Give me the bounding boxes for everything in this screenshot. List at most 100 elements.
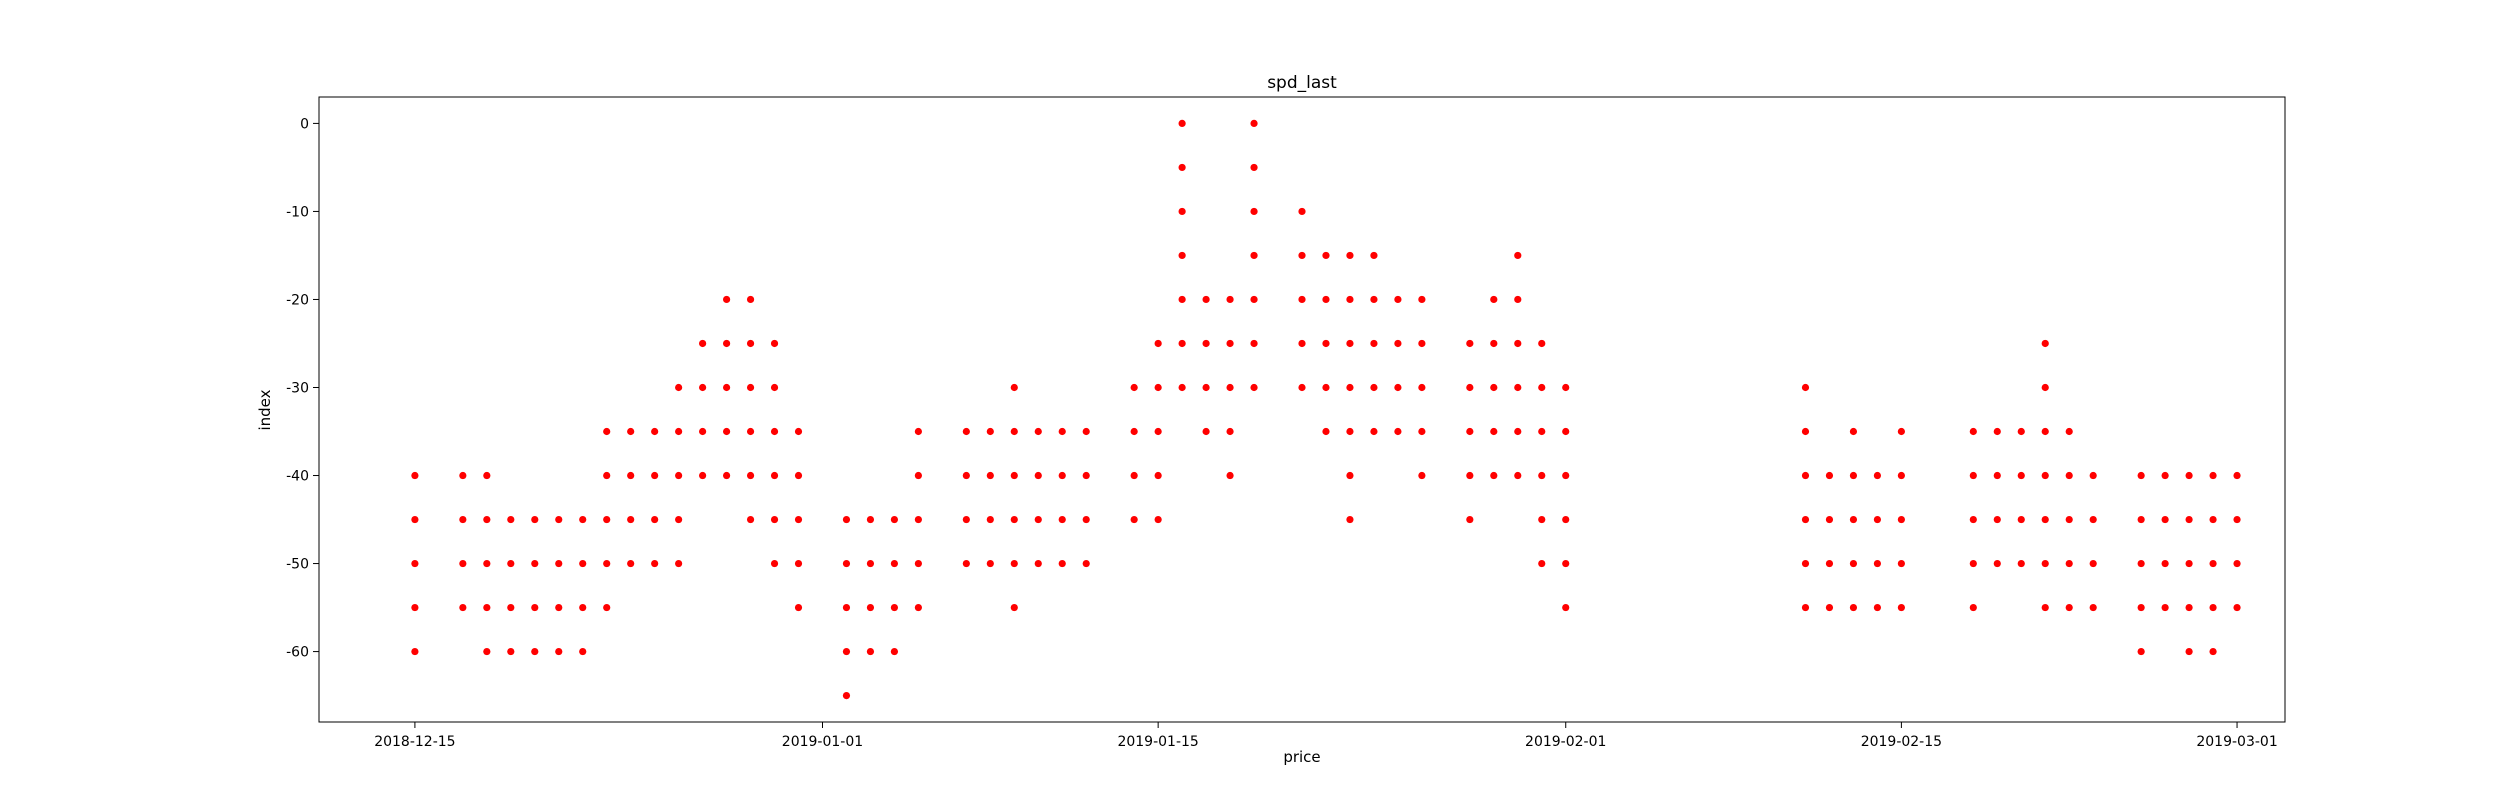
data-point bbox=[483, 559, 491, 568]
data-point bbox=[1178, 383, 1186, 392]
data-point bbox=[2185, 471, 2193, 480]
data-point bbox=[1849, 515, 1858, 524]
data-point bbox=[1969, 427, 1977, 436]
data-point bbox=[1490, 339, 1498, 348]
data-point bbox=[722, 295, 731, 304]
data-point bbox=[1250, 163, 1258, 172]
data-point bbox=[555, 515, 563, 524]
data-point bbox=[1250, 251, 1258, 260]
data-point bbox=[986, 559, 994, 568]
data-point bbox=[2137, 647, 2145, 656]
data-point bbox=[603, 559, 611, 568]
data-point bbox=[1514, 471, 1522, 480]
data-point bbox=[1849, 603, 1858, 612]
data-point bbox=[2089, 603, 2097, 612]
data-point bbox=[699, 427, 707, 436]
data-point bbox=[1466, 471, 1474, 480]
data-point bbox=[2209, 603, 2217, 612]
data-point bbox=[2065, 559, 2073, 568]
data-point bbox=[1178, 119, 1186, 128]
data-point bbox=[1562, 427, 1570, 436]
data-point bbox=[1538, 559, 1546, 568]
data-point bbox=[411, 559, 419, 568]
data-point bbox=[675, 515, 683, 524]
data-point bbox=[1202, 383, 1210, 392]
data-point bbox=[914, 515, 922, 524]
data-point bbox=[1178, 251, 1186, 260]
data-point bbox=[531, 559, 539, 568]
data-point bbox=[890, 559, 899, 568]
data-point bbox=[842, 515, 851, 524]
data-point bbox=[2017, 427, 2025, 436]
data-point bbox=[1993, 471, 2001, 480]
data-point bbox=[866, 603, 875, 612]
y-tick-label: -50 bbox=[286, 557, 309, 573]
data-point bbox=[962, 471, 970, 480]
data-point bbox=[1538, 427, 1546, 436]
data-point bbox=[507, 647, 515, 656]
data-point bbox=[962, 515, 970, 524]
data-point bbox=[603, 471, 611, 480]
data-point bbox=[1370, 295, 1378, 304]
data-point bbox=[722, 339, 731, 348]
data-point bbox=[1897, 427, 1905, 436]
data-point bbox=[842, 603, 851, 612]
data-point bbox=[1034, 559, 1042, 568]
data-point bbox=[507, 515, 515, 524]
data-point bbox=[1849, 471, 1858, 480]
data-point bbox=[1226, 339, 1234, 348]
data-point bbox=[1058, 427, 1066, 436]
data-point bbox=[1873, 559, 1882, 568]
data-point bbox=[1202, 339, 1210, 348]
data-point bbox=[1394, 427, 1402, 436]
data-point bbox=[1562, 383, 1570, 392]
data-point bbox=[1538, 515, 1546, 524]
data-point bbox=[1250, 339, 1258, 348]
data-point bbox=[1010, 603, 1018, 612]
data-point bbox=[507, 559, 515, 568]
data-point bbox=[1873, 515, 1882, 524]
data-point bbox=[1082, 515, 1090, 524]
data-point bbox=[1250, 207, 1258, 216]
data-point bbox=[2209, 647, 2217, 656]
data-point bbox=[2041, 471, 2049, 480]
x-axis-label: price bbox=[1283, 748, 1320, 766]
data-point bbox=[794, 559, 803, 568]
data-point bbox=[1969, 559, 1977, 568]
data-point bbox=[579, 647, 587, 656]
data-point bbox=[1010, 471, 1018, 480]
data-point bbox=[746, 383, 755, 392]
data-point bbox=[675, 471, 683, 480]
data-point bbox=[2161, 603, 2169, 612]
data-point bbox=[1562, 559, 1570, 568]
data-point bbox=[1897, 559, 1905, 568]
data-point bbox=[722, 471, 731, 480]
data-point bbox=[1010, 383, 1018, 392]
y-tick-label: -30 bbox=[286, 380, 309, 396]
data-point bbox=[531, 647, 539, 656]
data-point bbox=[1226, 471, 1234, 480]
data-point bbox=[1538, 339, 1546, 348]
data-point bbox=[1058, 515, 1066, 524]
data-point bbox=[1346, 339, 1354, 348]
data-point bbox=[2017, 515, 2025, 524]
data-point bbox=[555, 647, 563, 656]
data-point bbox=[2233, 471, 2241, 480]
data-point bbox=[1010, 559, 1018, 568]
data-point bbox=[770, 515, 779, 524]
y-tick-label: -40 bbox=[286, 469, 309, 485]
data-point bbox=[1346, 427, 1354, 436]
data-point bbox=[603, 603, 611, 612]
data-point bbox=[1370, 339, 1378, 348]
data-point bbox=[1801, 559, 1810, 568]
data-point bbox=[627, 559, 635, 568]
data-point bbox=[2089, 515, 2097, 524]
data-point bbox=[1490, 383, 1498, 392]
x-tick-label: 2019-02-15 bbox=[1861, 734, 1942, 750]
data-point bbox=[1418, 427, 1426, 436]
y-tick-label: -10 bbox=[286, 204, 309, 220]
data-point bbox=[483, 647, 491, 656]
data-point bbox=[1538, 383, 1546, 392]
data-point bbox=[675, 383, 683, 392]
data-point bbox=[770, 427, 779, 436]
